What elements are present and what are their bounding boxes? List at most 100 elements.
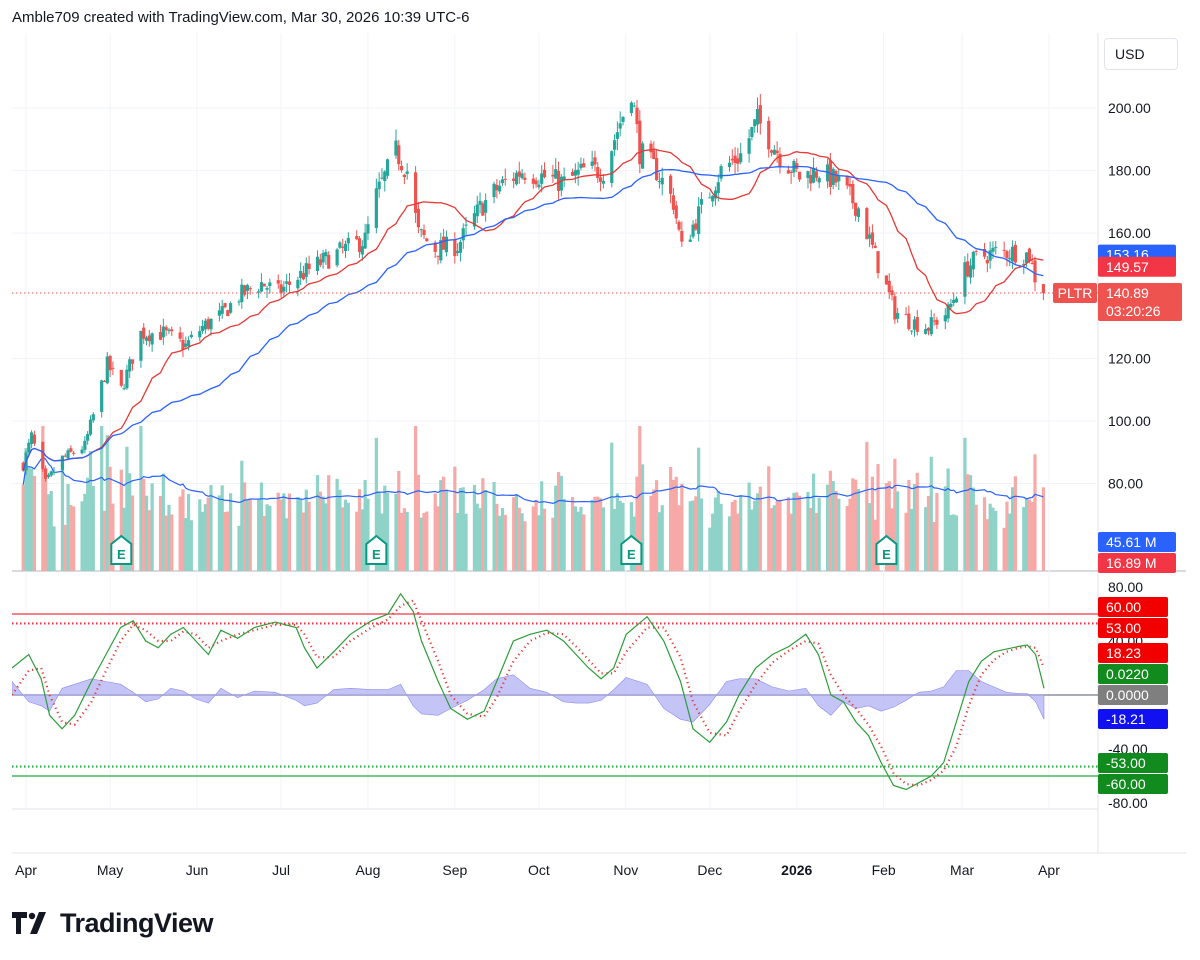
volume-bar xyxy=(893,458,897,571)
candle-body xyxy=(669,175,673,194)
volume-bar xyxy=(674,476,678,571)
volume-ma-label: 45.61 M xyxy=(1098,532,1176,552)
candle-body xyxy=(1030,262,1034,264)
chart-canvas[interactable]: 200.00 180.00 160.00 120.00 100.00 80.00 80.00… xyxy=(12,33,1186,885)
earnings-marker-4[interactable]: E xyxy=(875,534,898,565)
volume-bar xyxy=(248,499,252,571)
candle-body xyxy=(531,178,535,184)
volume-bar xyxy=(758,486,762,571)
candle-body xyxy=(865,208,869,240)
volume-bar xyxy=(1033,454,1037,571)
volume-bar xyxy=(873,519,877,571)
candle-body xyxy=(887,280,891,293)
candle-body xyxy=(806,171,810,178)
volume-bar xyxy=(963,437,967,571)
volume-bar xyxy=(865,441,869,571)
volume-bar xyxy=(119,469,123,571)
volume-bar xyxy=(91,485,95,571)
volume-bar xyxy=(461,487,465,571)
candle-body xyxy=(912,319,917,330)
candle-body xyxy=(512,178,516,181)
volume-bar xyxy=(304,489,308,571)
candle-body xyxy=(559,176,563,191)
candle-body xyxy=(1005,251,1009,259)
volume-bar xyxy=(100,426,104,571)
earnings-marker-1[interactable]: E xyxy=(110,534,133,565)
price-tick-label: 100.00 xyxy=(1108,413,1151,429)
volume-bar xyxy=(282,493,286,571)
volume-bar xyxy=(80,501,84,571)
volume-bar xyxy=(856,489,861,571)
volume-bar xyxy=(837,498,841,571)
volume-bar xyxy=(534,499,538,571)
volume-bar xyxy=(144,495,149,571)
candle-body xyxy=(419,229,423,231)
candle-body xyxy=(660,177,664,185)
candle-body xyxy=(203,320,207,330)
candle-body xyxy=(223,303,227,308)
currency-button[interactable]: USD xyxy=(1104,38,1178,70)
candle-body xyxy=(570,171,575,176)
candle-body xyxy=(775,150,779,154)
volume-bar xyxy=(444,489,449,571)
candle-body xyxy=(327,254,331,269)
volume-bar xyxy=(884,482,889,571)
volume-bar xyxy=(399,512,404,571)
volume-bar xyxy=(601,507,605,571)
volume-bar xyxy=(1022,506,1026,571)
volume-bar xyxy=(727,516,732,571)
candle-body xyxy=(542,169,547,178)
volume-bar xyxy=(257,498,261,571)
candle-body xyxy=(80,449,84,454)
volume-bar xyxy=(60,457,65,571)
volume-bar xyxy=(46,494,51,571)
volume-last-label-bg xyxy=(1098,553,1176,573)
volume-bar xyxy=(540,481,544,571)
volume-bar xyxy=(498,515,502,571)
candle-body xyxy=(245,285,250,291)
volume-bar xyxy=(245,499,250,571)
volume-bar xyxy=(453,466,457,571)
volume-bar xyxy=(86,477,90,571)
chart-frame-lines xyxy=(12,33,1186,854)
volume-bar xyxy=(66,483,70,571)
volume-bar xyxy=(806,491,810,571)
candle-body xyxy=(716,182,720,194)
volume-bar xyxy=(753,500,757,571)
volume-bar xyxy=(164,515,168,571)
price-tick-label: 80.00 xyxy=(1108,476,1143,492)
candle-body xyxy=(220,306,224,314)
candle-body xyxy=(341,246,345,248)
earnings-marker-shape xyxy=(365,534,388,565)
volume-bar xyxy=(593,496,597,571)
oscillator-histogram-area xyxy=(12,670,1045,723)
candle-body xyxy=(688,239,692,242)
candle-body xyxy=(335,249,339,266)
candle-body xyxy=(147,335,151,342)
earnings-marker-2[interactable]: E xyxy=(365,534,388,565)
volume-bar xyxy=(150,483,154,571)
candle-body xyxy=(360,246,364,255)
candle-body xyxy=(582,163,586,168)
volume-bar xyxy=(688,501,692,571)
candle-body xyxy=(105,356,109,384)
candle-body xyxy=(814,171,818,178)
level-minus60-label-bg xyxy=(1098,774,1168,794)
volume-bar xyxy=(276,492,280,571)
candle-body xyxy=(772,149,776,155)
volume-bar xyxy=(147,510,151,571)
volume-bar xyxy=(694,496,698,571)
volume-bar xyxy=(88,451,93,571)
candle-body xyxy=(1002,249,1006,251)
volume-bar xyxy=(531,506,535,571)
candle-body xyxy=(870,232,875,245)
candle-body xyxy=(610,151,614,184)
volume-bar xyxy=(520,513,524,571)
earnings-marker-3[interactable]: E xyxy=(620,534,643,565)
candle-body xyxy=(954,298,959,303)
volume-bar xyxy=(1027,499,1031,571)
volume-bar xyxy=(433,493,437,571)
volume-bar xyxy=(63,524,67,571)
volume-bar xyxy=(926,495,931,571)
